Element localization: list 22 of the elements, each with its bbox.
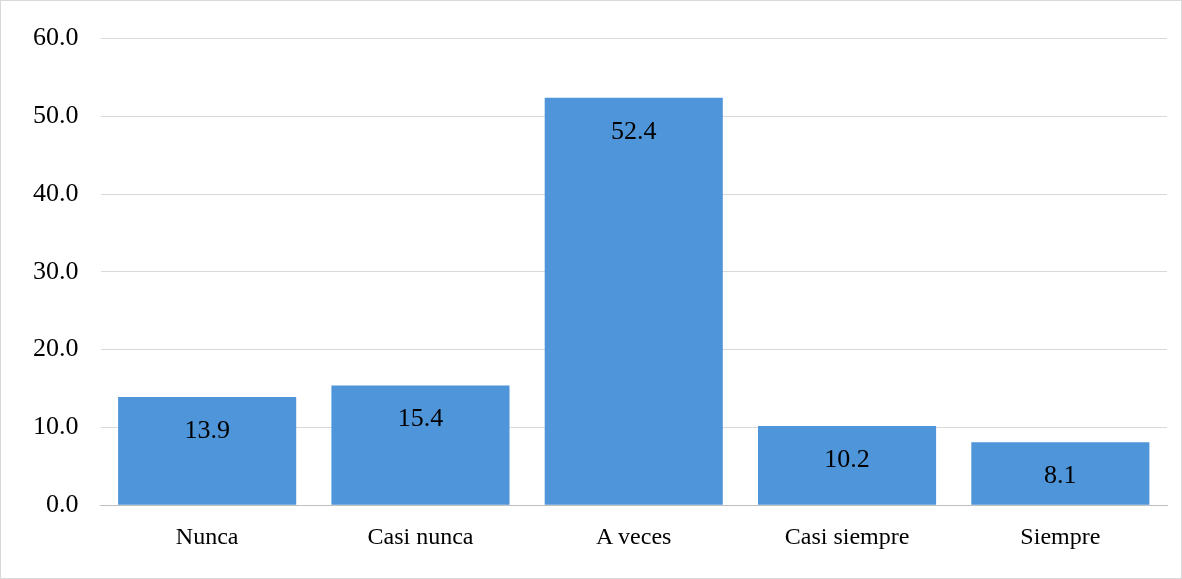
y-tick-label: 30.0 xyxy=(33,255,79,285)
x-tick-label: A veces xyxy=(596,522,672,549)
data-label: 15.4 xyxy=(397,403,444,433)
y-tick-label: 10.0 xyxy=(33,411,79,441)
data-label: 52.4 xyxy=(611,115,657,145)
data-label: 8.1 xyxy=(1044,460,1077,490)
data-label: 10.2 xyxy=(824,443,870,473)
y-tick-label: 0.0 xyxy=(46,489,79,519)
bar xyxy=(758,425,937,505)
y-tick-label: 40.0 xyxy=(33,177,79,207)
bar xyxy=(971,442,1150,505)
data-label: 13.9 xyxy=(184,414,230,444)
x-tick-label: Casi siempre xyxy=(784,522,910,549)
x-tick-label: Casi nunca xyxy=(367,522,474,549)
y-tick-label: 50.0 xyxy=(33,100,79,130)
y-tick-label: 60.0 xyxy=(33,22,79,52)
bar xyxy=(331,385,510,505)
x-tick-label: Nunca xyxy=(175,522,239,549)
bar xyxy=(544,97,723,505)
x-tick-label: Siempre xyxy=(1020,522,1101,549)
bar xyxy=(118,397,297,505)
y-tick-label: 20.0 xyxy=(33,333,79,363)
